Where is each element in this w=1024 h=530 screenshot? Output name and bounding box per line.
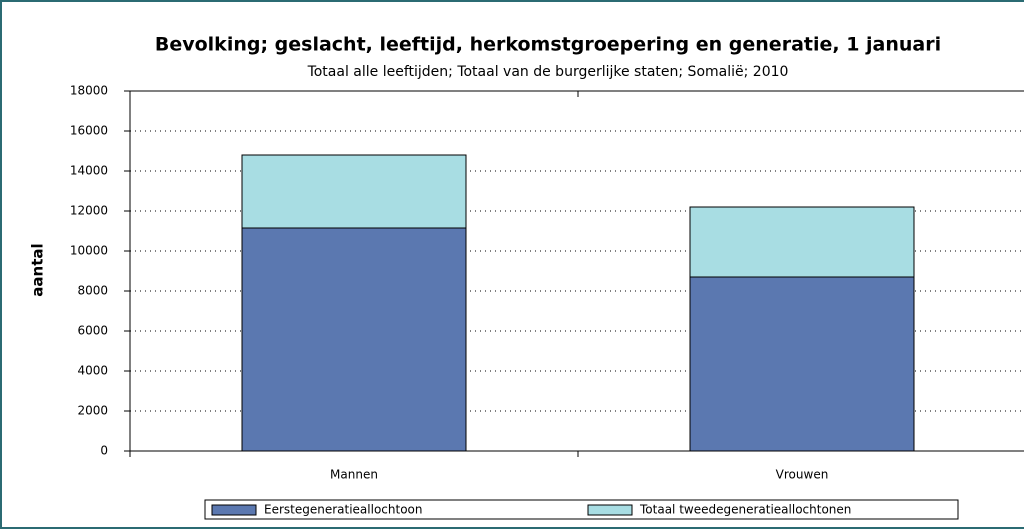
y-tick-label: 14000 [70, 164, 108, 178]
y-axis-label: aantal [29, 243, 47, 296]
x-tick-label: Vrouwen [776, 468, 829, 482]
y-tick-label: 12000 [70, 204, 108, 218]
y-tick-label: 2000 [77, 404, 108, 418]
y-tick-label: 6000 [77, 324, 108, 338]
x-tick-label: Mannen [330, 468, 378, 482]
chart-title: Bevolking; geslacht, leeftijd, herkomstg… [155, 34, 941, 56]
y-tick-label: 0 [100, 444, 108, 458]
legend-box [204, 499, 959, 520]
bar-segment [241, 154, 467, 229]
bar-segment [241, 227, 467, 452]
y-tick-label: 8000 [77, 284, 108, 298]
y-tick-label: 16000 [70, 124, 108, 138]
chart-subtitle: Totaal alle leeftijden; Totaal van de bu… [307, 64, 789, 80]
legend-swatch [211, 504, 257, 516]
legend-swatch [587, 504, 633, 516]
y-tick-label: 18000 [70, 84, 108, 98]
y-tick-label: 4000 [77, 364, 108, 378]
legend-label: Totaal tweedegeneratieallochtonen [639, 503, 851, 517]
bar-segment [689, 206, 915, 278]
legend-label: Eerstegeneratieallochtoon [264, 503, 423, 517]
bar-segment [689, 276, 915, 452]
y-tick-label: 10000 [70, 244, 108, 258]
